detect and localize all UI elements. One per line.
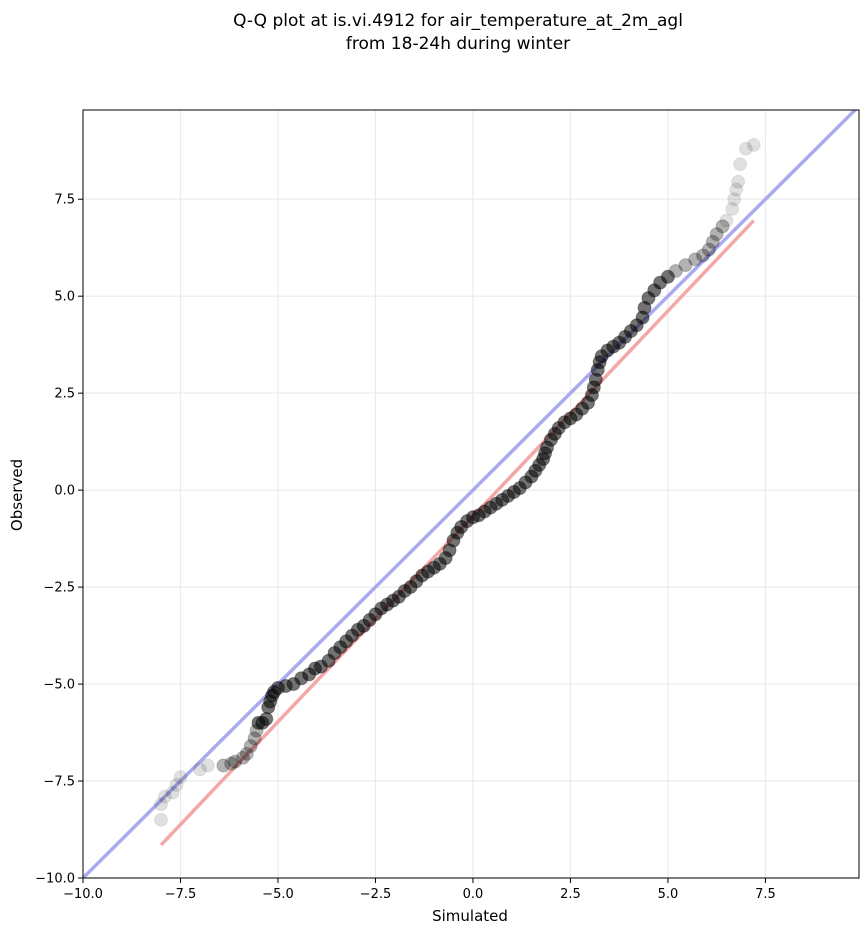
data-point xyxy=(729,182,744,197)
data-point xyxy=(715,219,730,234)
data-point xyxy=(668,263,683,278)
x-tick-label: 7.5 xyxy=(755,887,776,902)
data-point xyxy=(200,758,215,773)
data-point xyxy=(678,258,693,273)
data-point xyxy=(169,777,184,792)
data-point xyxy=(733,157,748,172)
x-tick-label: −10.0 xyxy=(63,887,103,902)
x-tick-label: 5.0 xyxy=(658,887,679,902)
data-point xyxy=(235,750,250,765)
data-point xyxy=(709,227,724,242)
plot-marks xyxy=(83,110,858,878)
data-point xyxy=(247,731,262,746)
y-axis: −10.0 −7.5 −5.0 −2.5 0.0 2.5 5.0 7.5 xyxy=(35,193,83,887)
data-point xyxy=(705,234,720,249)
data-point xyxy=(224,756,239,771)
chart-title-line-1: Q-Q plot at is.vi.4912 for air_temperatu… xyxy=(233,11,683,31)
y-tick-label: −7.5 xyxy=(43,775,75,790)
data-point xyxy=(725,201,740,216)
data-point xyxy=(660,269,675,284)
data-point xyxy=(696,248,711,263)
y-tick-label: −10.0 xyxy=(35,872,75,887)
reference-line xyxy=(83,110,858,878)
x-tick-label: −2.5 xyxy=(360,887,392,902)
data-point xyxy=(688,252,703,267)
data-point xyxy=(216,758,231,773)
y-tick-label: 2.5 xyxy=(54,387,75,402)
x-axis: −10.0 −7.5 −5.0 −2.5 0.0 2.5 5.0 7.5 xyxy=(63,878,776,902)
data-point xyxy=(165,785,180,800)
data-point xyxy=(228,754,243,769)
x-tick-label: −7.5 xyxy=(165,887,197,902)
x-tick-label: 0.0 xyxy=(463,887,484,902)
data-point xyxy=(719,213,734,228)
data-point xyxy=(239,746,254,761)
chart-title-line-2: from 18-24h during winter xyxy=(346,34,570,54)
data-point xyxy=(731,174,746,189)
data-point xyxy=(153,797,168,812)
data-point xyxy=(727,192,742,207)
data-point xyxy=(173,770,188,785)
y-axis-title: Observed xyxy=(8,459,26,531)
y-tick-label: 7.5 xyxy=(54,193,75,208)
x-tick-label: −5.0 xyxy=(262,887,294,902)
data-point xyxy=(746,137,761,152)
y-tick-label: 5.0 xyxy=(54,290,75,305)
axes-frame xyxy=(82,109,860,879)
data-point xyxy=(153,812,168,827)
plot-area xyxy=(83,110,858,878)
x-axis-title: Simulated xyxy=(432,907,508,925)
data-point xyxy=(192,762,207,777)
data-point xyxy=(157,789,172,804)
y-tick-label: −5.0 xyxy=(43,678,75,693)
data-point xyxy=(701,242,716,257)
x-tick-label: 2.5 xyxy=(560,887,581,902)
data-point xyxy=(259,711,274,726)
data-point xyxy=(243,739,258,754)
y-tick-label: −2.5 xyxy=(43,581,75,596)
y-tick-label: 0.0 xyxy=(54,484,75,499)
data-point xyxy=(738,141,753,156)
